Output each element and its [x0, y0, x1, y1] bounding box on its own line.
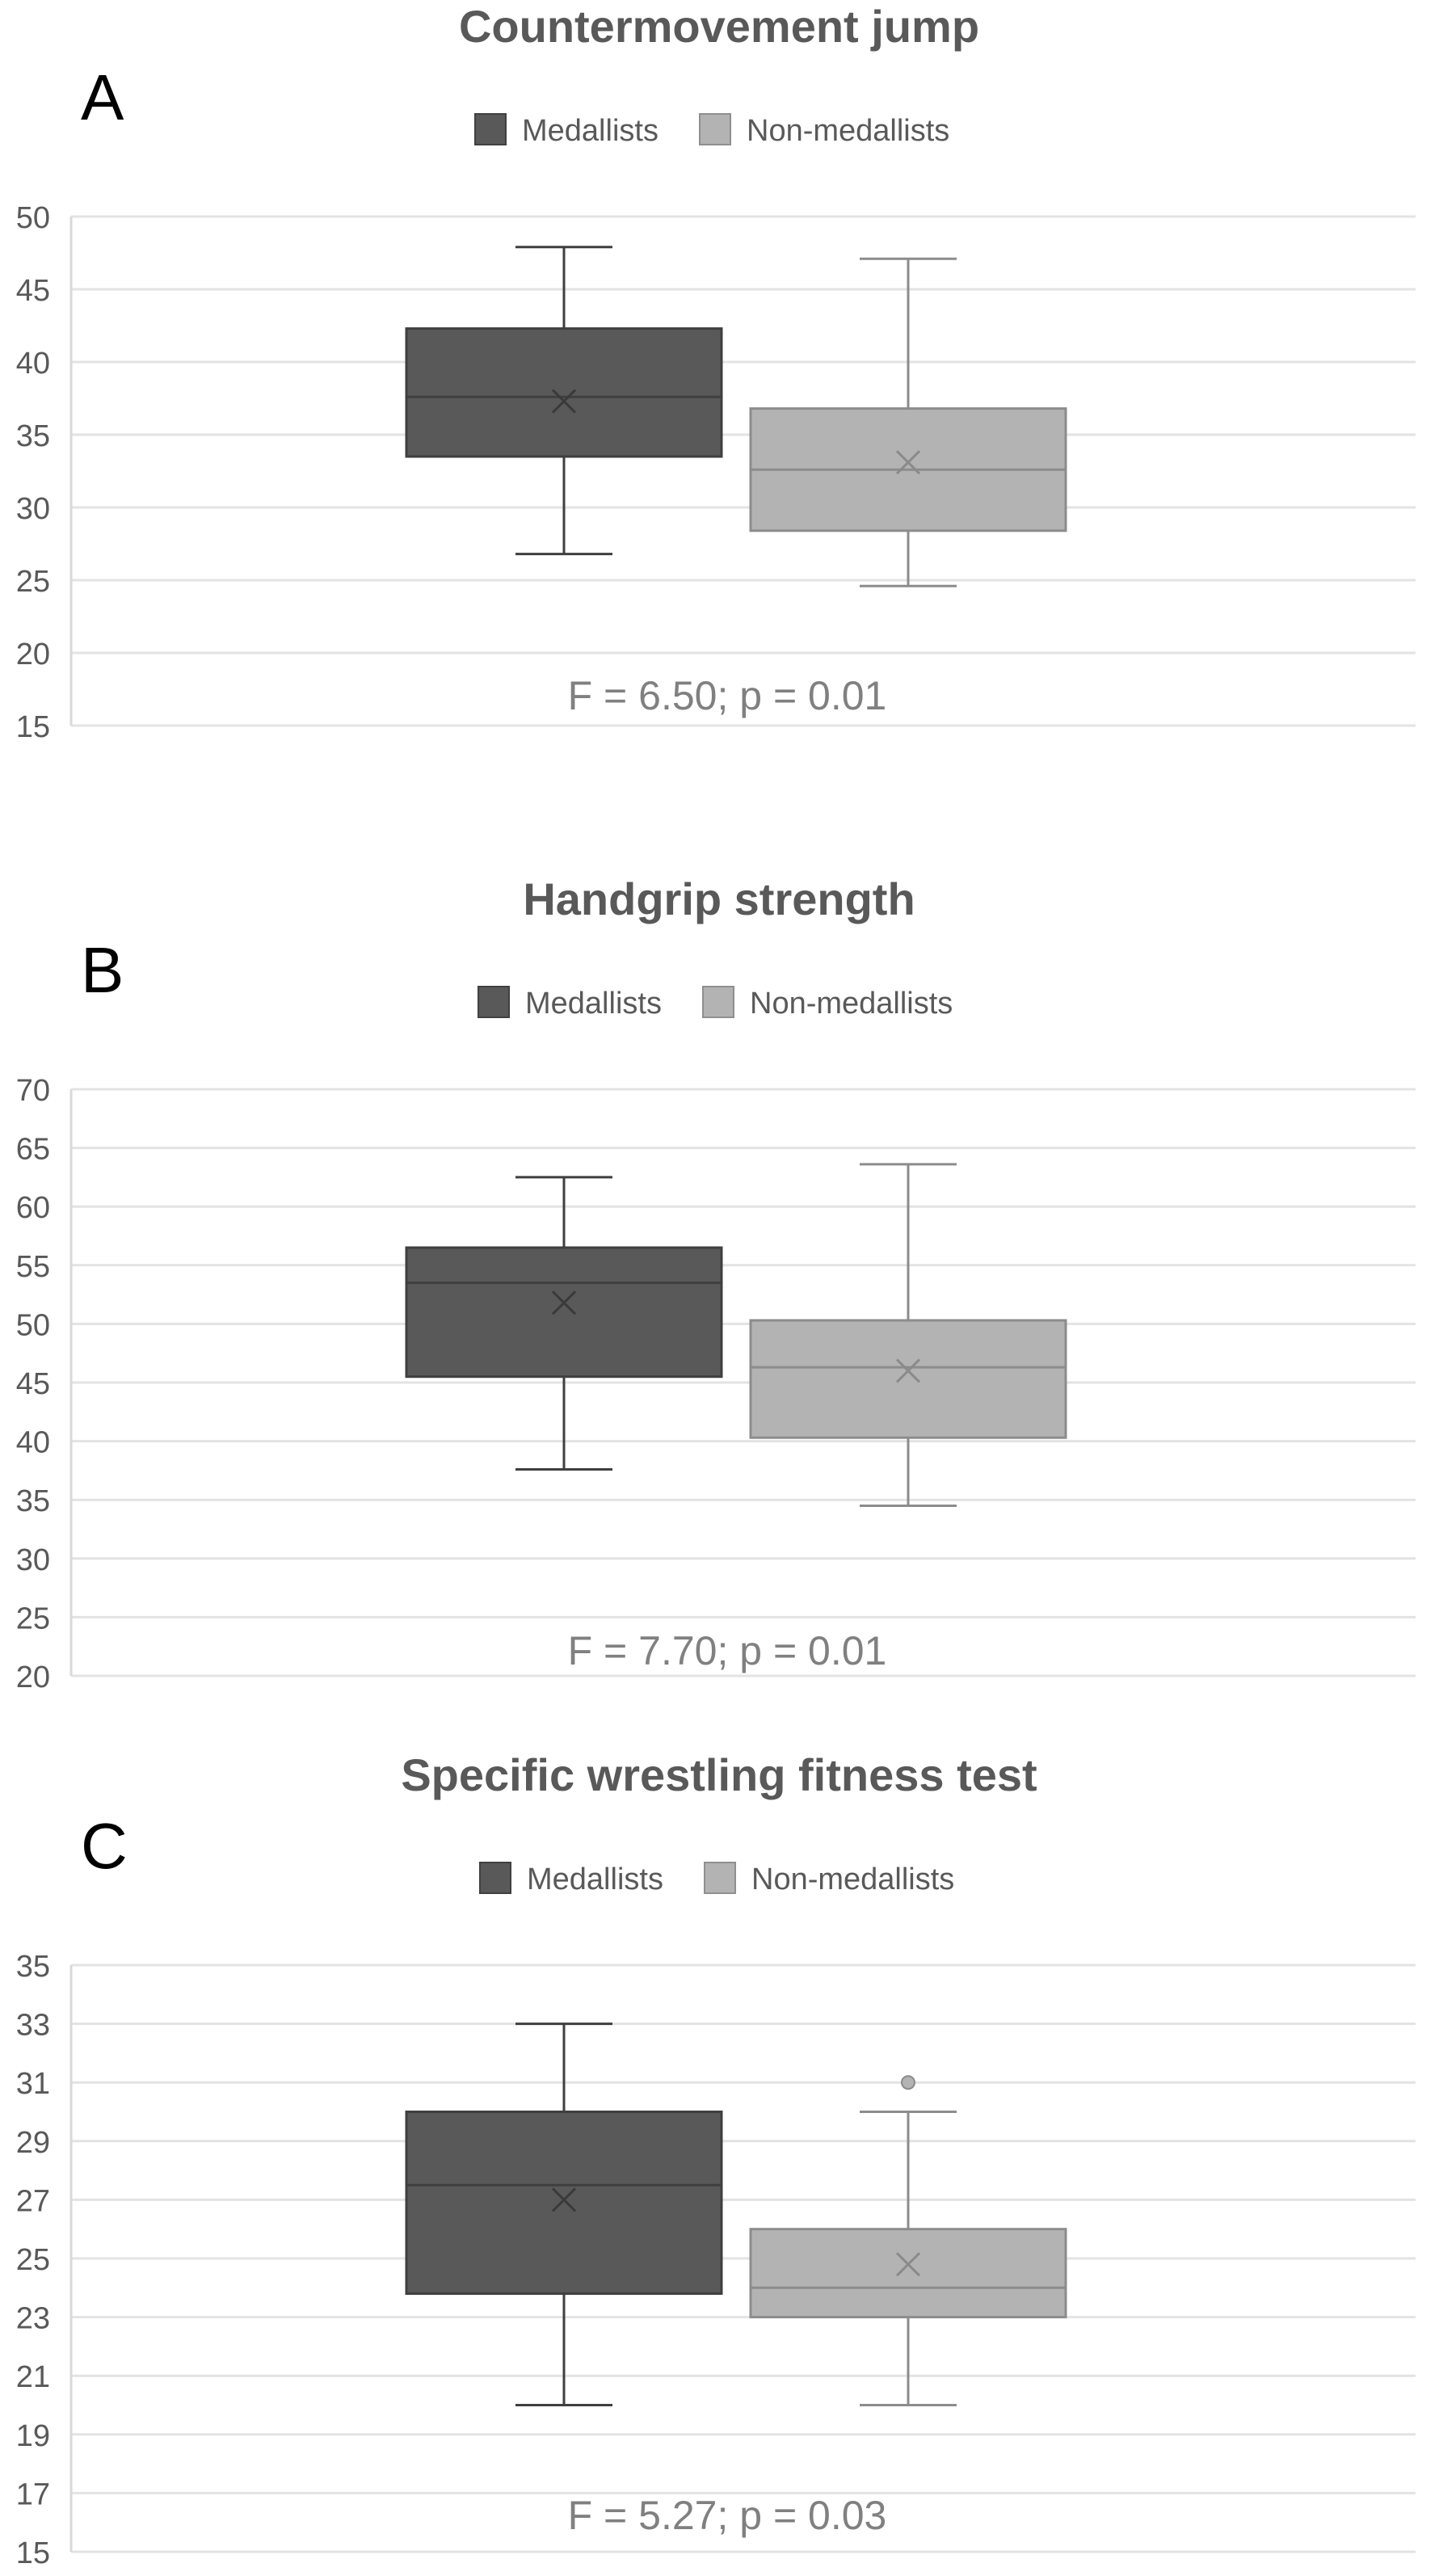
panel-letter: A: [81, 61, 124, 133]
y-tick-label: 40: [16, 347, 50, 381]
y-tick-label: 20: [16, 638, 50, 671]
mean-marker: [551, 1290, 577, 1315]
chart-title: Handgrip strength: [523, 873, 915, 924]
y-tick-label: 25: [16, 565, 50, 599]
y-tick-label: 65: [16, 1133, 50, 1167]
chart-title: Countermovement jump: [459, 1, 979, 52]
chart-panel-b: Handgrip strength B Medallists Non-medallis…: [16, 873, 1416, 1694]
legend-swatch-non-medallists: [704, 1862, 736, 1894]
y-tick-label: 23: [16, 2302, 50, 2336]
box-iqr: [405, 327, 723, 458]
y-tick-label: 35: [16, 1950, 50, 1984]
y-tick-label: 35: [16, 1484, 50, 1518]
box-non-medallists: [749, 257, 1067, 587]
y-tick-label: 55: [16, 1250, 50, 1284]
legend-swatch-non-medallists: [702, 986, 734, 1018]
box-medallists: [405, 1176, 723, 1471]
mean-marker: [895, 450, 921, 475]
legend-label-non-medallists: Non-medallists: [750, 987, 953, 1021]
y-tick-label: 35: [16, 419, 50, 453]
y-tick-label: 33: [16, 2009, 50, 2043]
mean-marker: [895, 1358, 921, 1383]
stats-annotation: F = 6.50; p = 0.01: [568, 673, 887, 718]
box-iqr: [405, 1246, 723, 1378]
box-iqr: [405, 2111, 723, 2296]
legend-label-non-medallists: Non-medallists: [751, 1863, 954, 1896]
outlier-point: [901, 2075, 915, 2090]
legend-swatch-medallists: [474, 113, 507, 145]
y-tick-label: 25: [16, 2243, 50, 2277]
mean-marker: [895, 2252, 921, 2277]
y-tick-label: 60: [16, 1191, 50, 1225]
box-medallists: [405, 246, 723, 556]
y-tick-label: 15: [16, 710, 50, 744]
mean-marker: [551, 389, 577, 414]
box-iqr: [749, 1319, 1067, 1439]
y-tick-label: 30: [16, 492, 50, 526]
y-tick-label: 50: [16, 1308, 50, 1342]
box-medallists: [405, 2022, 723, 2406]
mean-marker: [551, 2187, 577, 2212]
y-tick-label: 21: [16, 2360, 50, 2394]
y-tick-label: 70: [16, 1074, 50, 1108]
chart-panel-a: Countermovement jump A Medallists Non-medal…: [16, 1, 1416, 744]
stats-annotation: F = 7.70; p = 0.01: [568, 1628, 887, 1673]
y-tick-label: 25: [16, 1602, 50, 1635]
y-tick-label: 50: [16, 201, 50, 235]
legend-swatch-medallists: [479, 1862, 511, 1894]
legend-label-non-medallists: Non-medallists: [747, 114, 949, 148]
y-tick-label: 45: [16, 1367, 50, 1401]
y-tick-label: 29: [16, 2126, 50, 2160]
y-tick-label: 31: [16, 2067, 50, 2101]
y-tick-label: 30: [16, 1543, 50, 1577]
y-tick-label: 45: [16, 274, 50, 308]
legend-swatch-non-medallists: [699, 113, 731, 145]
legend-label-medallists: Medallists: [527, 1863, 663, 1896]
stats-annotation: F = 5.27; p = 0.03: [568, 2493, 887, 2538]
panel-letter: C: [81, 1810, 128, 1882]
y-tick-label: 19: [16, 2419, 50, 2453]
legend-swatch-medallists: [478, 986, 510, 1018]
y-tick-label: 17: [16, 2477, 50, 2511]
panel-letter: B: [81, 934, 124, 1006]
y-tick-label: 20: [16, 1661, 50, 1694]
box-non-medallists: [749, 2075, 1067, 2406]
y-tick-label: 27: [16, 2184, 50, 2218]
chart-title: Specific wrestling fitness test: [401, 1749, 1037, 1800]
y-tick-label: 40: [16, 1426, 50, 1460]
legend-label-medallists: Medallists: [525, 987, 662, 1021]
box-non-medallists: [749, 1163, 1067, 1507]
y-tick-label: 15: [16, 2536, 50, 2570]
chart-panel-c: Specific wrestling fitness test C Medallis…: [16, 1749, 1416, 2570]
box-iqr: [749, 2228, 1067, 2319]
legend-label-medallists: Medallists: [522, 114, 658, 148]
